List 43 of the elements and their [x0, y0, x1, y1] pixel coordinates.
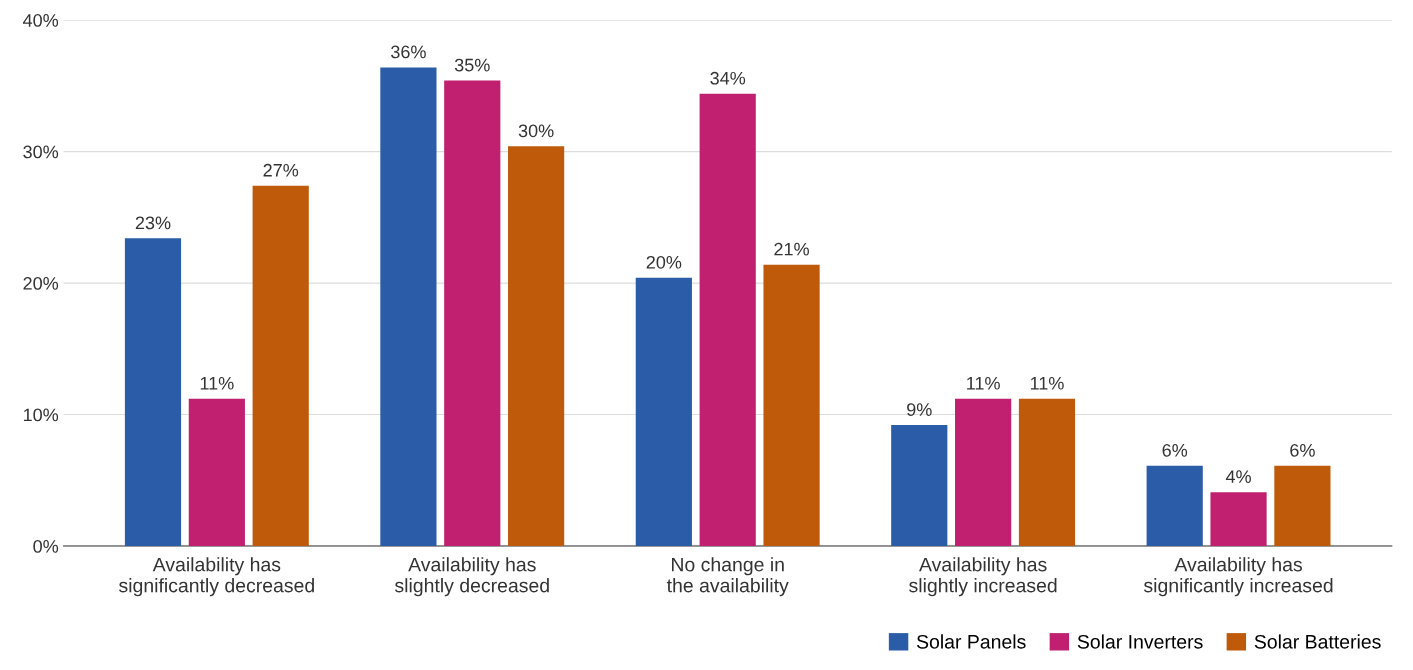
data-label: 11%	[1030, 376, 1064, 390]
bar	[252, 185, 309, 547]
bar	[763, 264, 820, 547]
data-label: 11%	[200, 376, 234, 390]
bar	[1274, 465, 1331, 547]
data-label: 4%	[1225, 470, 1251, 483]
data-label: 27%	[263, 163, 299, 177]
data-label: 36%	[391, 45, 426, 59]
bar	[891, 425, 948, 547]
data-label: 35%	[454, 58, 490, 72]
bar	[188, 398, 245, 547]
data-label: 23%	[135, 216, 171, 230]
y-tick-label: 20%	[23, 277, 59, 290]
legend-label: Solar Panels	[916, 634, 1026, 649]
data-label: 6%	[1290, 443, 1315, 457]
data-label: 34%	[710, 71, 746, 85]
x-tick-label: Availability has significantly increased	[1143, 557, 1333, 597]
bar	[1146, 465, 1203, 547]
data-label: 6%	[1162, 443, 1188, 457]
data-label: 20%	[646, 255, 682, 269]
legend-label: Solar Batteries	[1254, 634, 1381, 649]
y-tick-label: 0%	[33, 539, 59, 553]
bar	[955, 398, 1012, 547]
bar	[124, 238, 182, 547]
bar	[699, 93, 756, 547]
x-tick-label: Availability has slightly decreased	[394, 557, 549, 597]
bar	[635, 277, 692, 547]
data-label: 11%	[967, 376, 1000, 390]
bar	[1210, 492, 1267, 547]
x-tick-label: Availability has significantly decreased	[119, 557, 314, 597]
x-tick-label: Availability has slightly increased	[909, 557, 1057, 597]
y-tick-label: 30%	[23, 145, 59, 159]
data-label: 30%	[518, 124, 554, 138]
bar	[380, 67, 437, 547]
x-tick-label: No change in the availability	[666, 557, 789, 597]
legend-label: Solar Inverters	[1077, 634, 1203, 649]
bar	[1018, 398, 1076, 547]
bar	[444, 80, 501, 547]
data-label: 9%	[907, 403, 932, 416]
y-tick-label: 40%	[23, 14, 59, 27]
bar	[508, 146, 565, 547]
data-label: 21%	[774, 242, 809, 256]
y-tick-label: 10%	[23, 408, 59, 422]
